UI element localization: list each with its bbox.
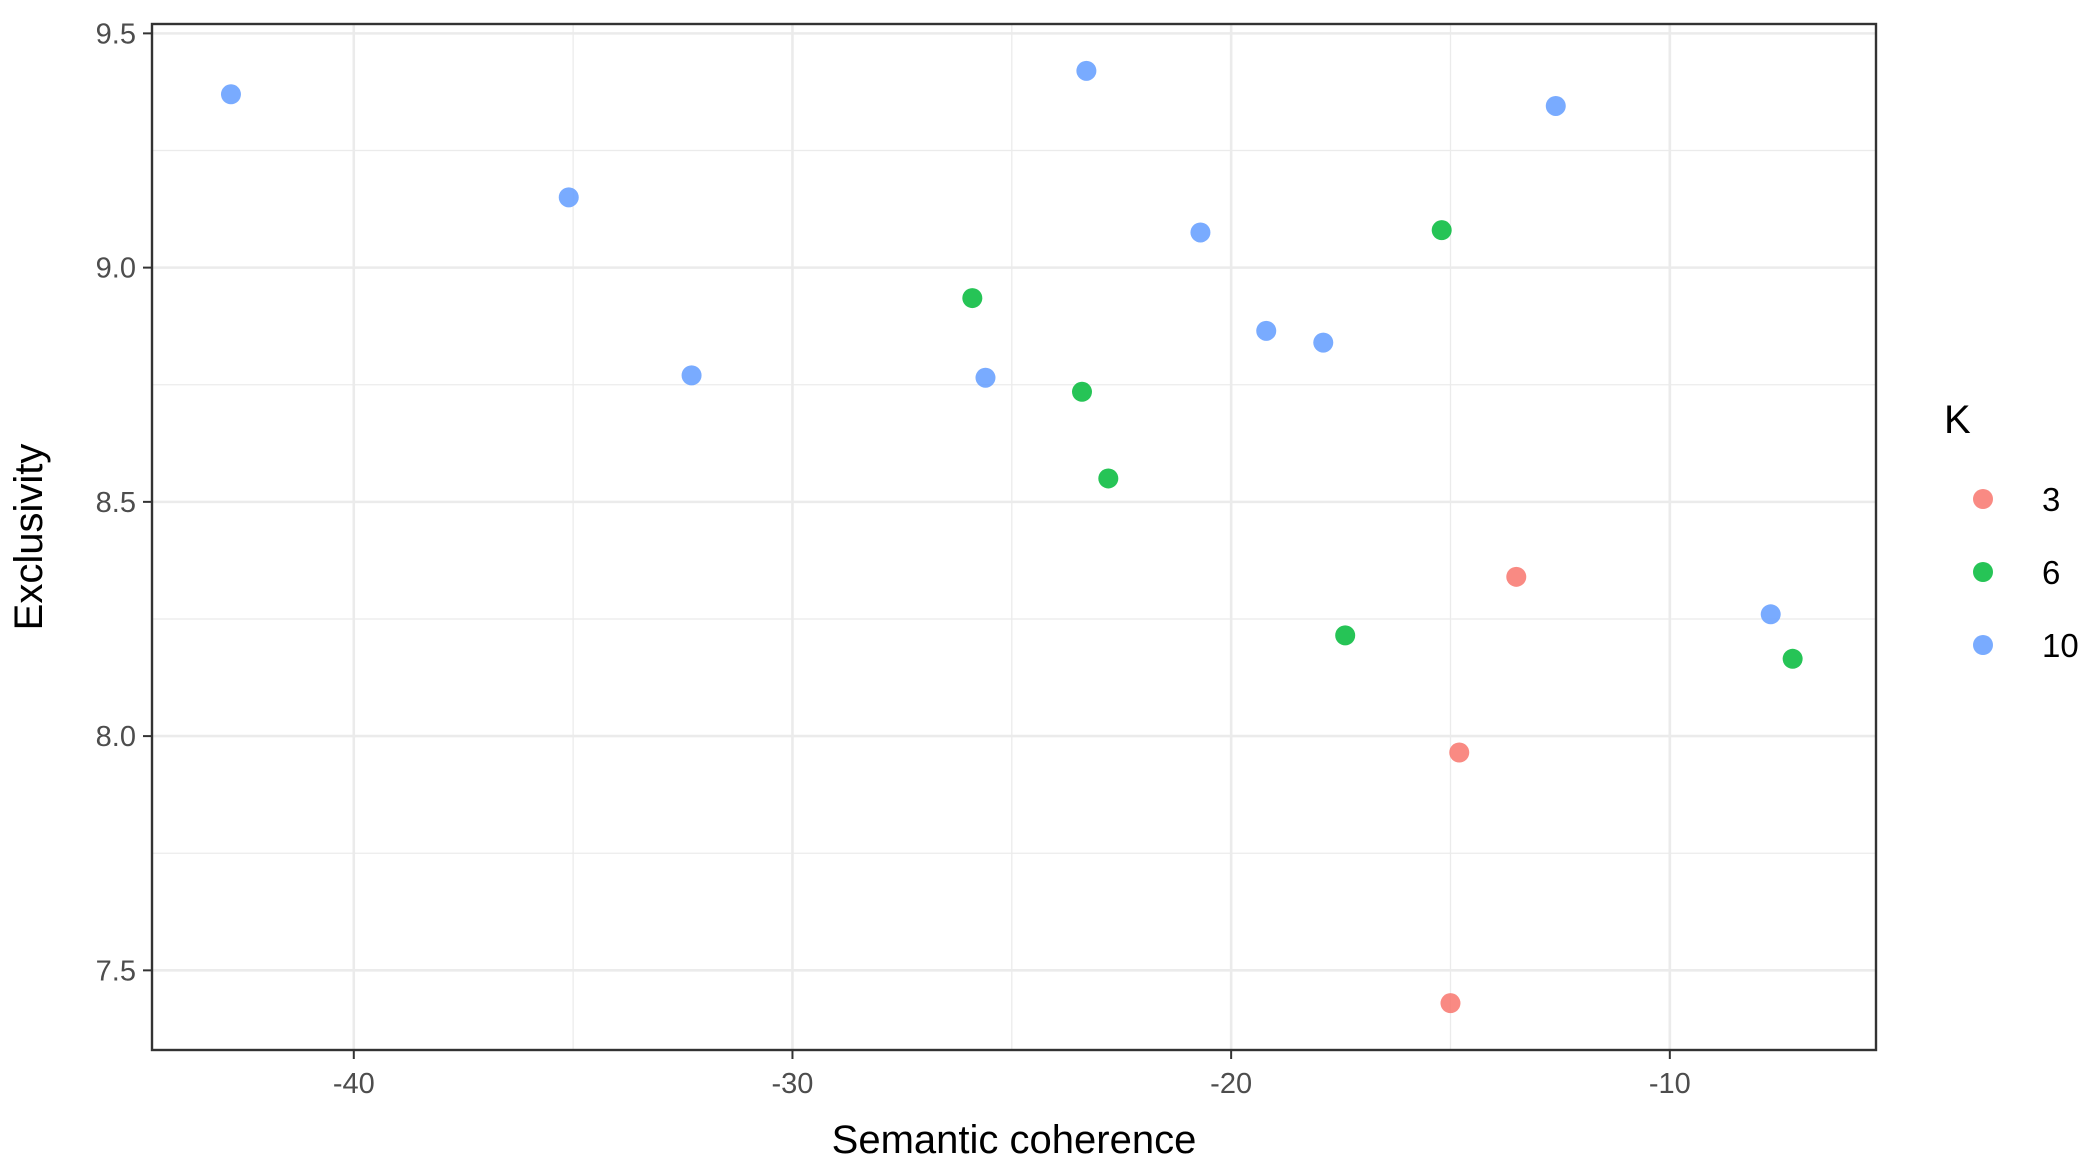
legend: K 3 6 10 [1944,398,2079,664]
legend-key-10 [1973,635,1993,655]
x-tick-label: -30 [772,1068,814,1100]
data-point-k6 [1782,648,1803,669]
data-point-k10 [558,187,579,208]
data-point-k3 [1449,742,1470,763]
data-point-k6 [1071,381,1092,402]
data-point-k10 [1545,95,1566,116]
x-tick-label: -10 [1649,1068,1691,1100]
legend-label-3: 3 [2042,481,2060,518]
grid-lines [152,24,1876,1050]
legend-label-10: 10 [2042,627,2079,664]
data-point-k10 [220,84,241,105]
legend-key-3 [1973,489,1993,509]
data-point-k10 [1076,60,1097,81]
data-point-k6 [1335,625,1356,646]
axis-tick-labels: -40 -30 -20 -10 7.5 8.0 8.5 9.0 9.5 [96,18,1691,1100]
data-point-k3 [1440,993,1461,1014]
data-points [220,60,1803,1014]
data-point-k10 [1313,332,1334,353]
y-tick-label: 7.5 [96,955,136,987]
axis-ticks [143,32,1671,1059]
legend-entries: 3 6 10 [1973,481,2079,664]
y-tick-label: 9.5 [96,18,136,50]
x-tick-label: -40 [333,1068,375,1100]
data-point-k6 [1431,220,1452,241]
legend-key-6 [1973,562,1993,582]
y-axis-title: Exclusivity [7,444,51,631]
data-point-k10 [681,365,702,386]
data-point-k10 [975,367,996,388]
legend-label-6: 6 [2042,554,2060,591]
x-axis-title: Semantic coherence [832,1118,1197,1162]
y-tick-label: 8.0 [96,721,136,753]
data-point-k6 [962,288,983,309]
plot-panel-border [150,22,1878,1052]
data-point-k3 [1506,566,1527,587]
data-point-k10 [1760,604,1781,625]
y-tick-label: 9.0 [96,253,136,285]
y-tick-label: 8.5 [96,487,136,519]
x-tick-label: -20 [1210,1068,1252,1100]
data-point-k10 [1190,222,1211,243]
data-point-k10 [1256,320,1277,341]
legend-title: K [1944,398,1971,442]
data-point-k6 [1098,468,1119,489]
